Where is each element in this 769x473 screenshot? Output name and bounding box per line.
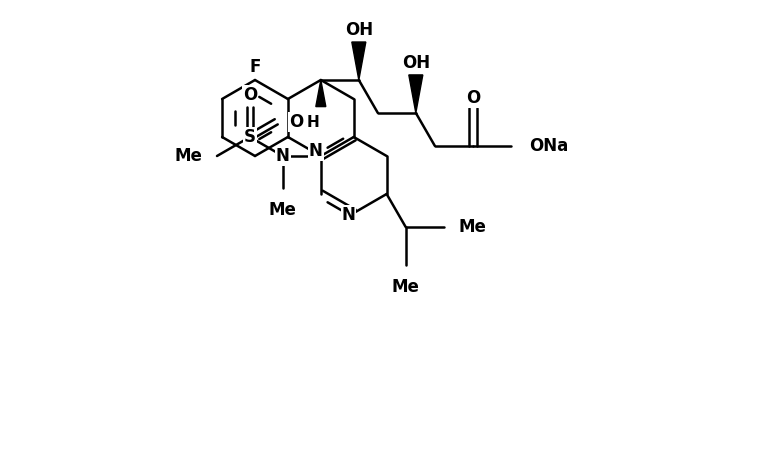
Text: O: O xyxy=(289,113,304,131)
Text: F: F xyxy=(249,58,261,76)
Text: Me: Me xyxy=(174,147,202,165)
Text: Me: Me xyxy=(391,278,420,296)
Text: S: S xyxy=(244,128,256,146)
Text: OH: OH xyxy=(401,54,430,72)
Text: OH: OH xyxy=(345,21,373,39)
Text: N: N xyxy=(276,147,290,165)
Text: N: N xyxy=(341,206,356,224)
Text: Me: Me xyxy=(458,218,487,236)
Text: N: N xyxy=(309,142,323,160)
Polygon shape xyxy=(316,80,326,106)
Text: ONa: ONa xyxy=(529,137,568,155)
Text: O: O xyxy=(466,89,480,107)
Text: O: O xyxy=(243,86,257,104)
Text: H: H xyxy=(306,114,319,130)
Polygon shape xyxy=(352,42,366,80)
Text: Me: Me xyxy=(269,201,297,219)
Polygon shape xyxy=(409,75,423,113)
